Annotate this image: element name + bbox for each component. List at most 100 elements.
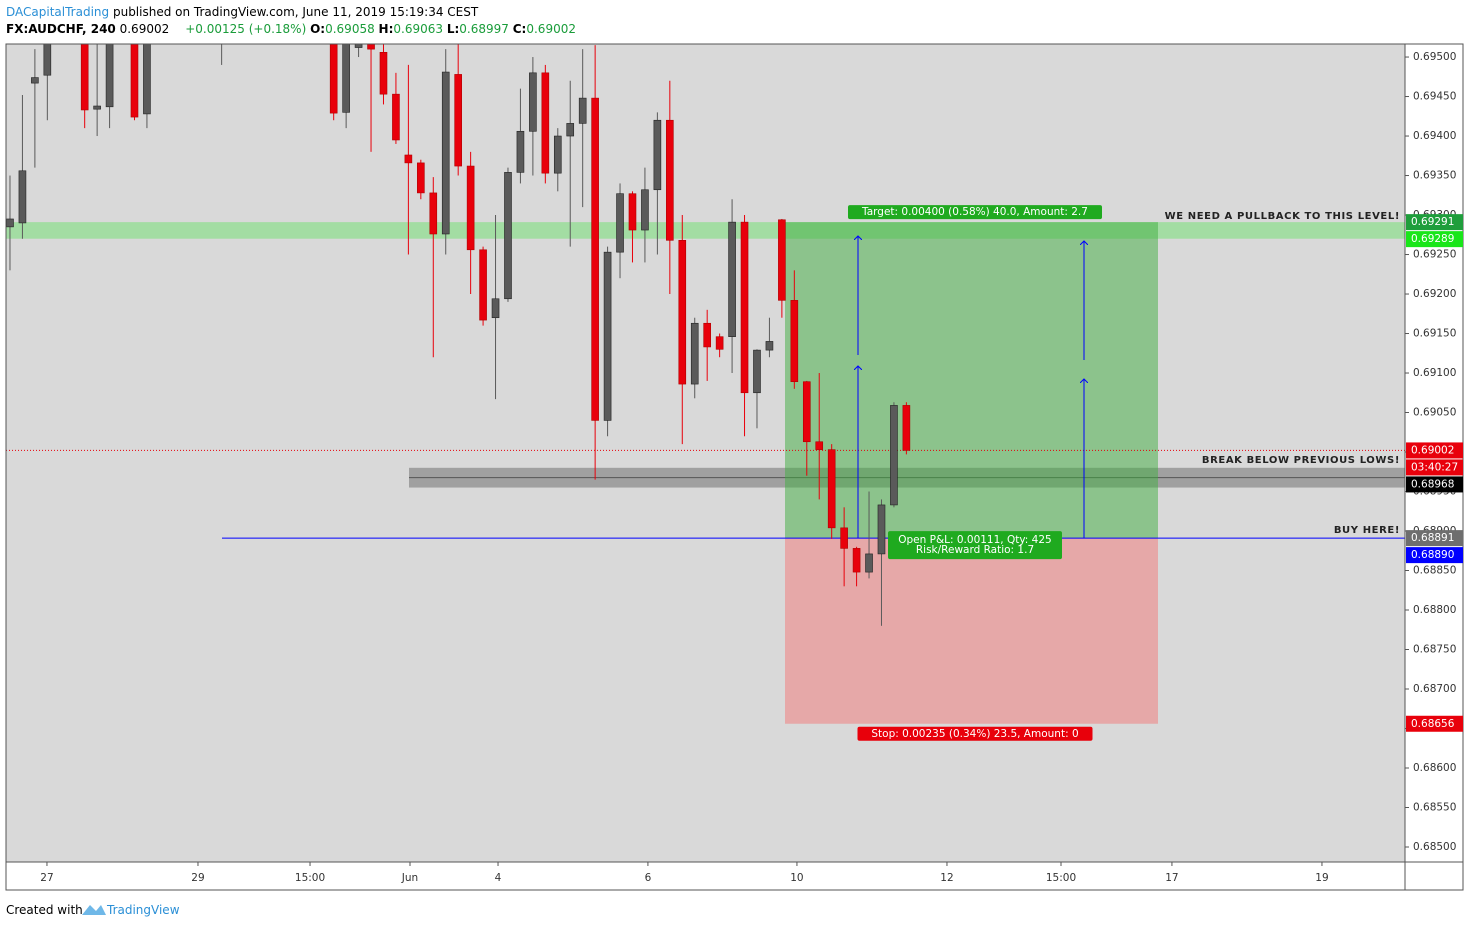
y-tick-label: 0.68800 bbox=[1413, 604, 1456, 616]
stop-label-box bbox=[857, 726, 1093, 741]
footer-brand: TradingView bbox=[106, 903, 180, 917]
y-tick-label: 0.68500 bbox=[1413, 841, 1456, 853]
candle-body bbox=[890, 405, 898, 506]
y-tick-label: 0.69150 bbox=[1413, 328, 1456, 340]
candle-body bbox=[877, 504, 886, 555]
x-tick-label: 29 bbox=[191, 872, 204, 884]
candle-body bbox=[392, 93, 400, 141]
candle-body bbox=[740, 221, 749, 394]
candle-body bbox=[454, 74, 462, 167]
ohlc-key: C: bbox=[513, 22, 527, 36]
last: 0.69002 bbox=[120, 22, 170, 36]
candle-body bbox=[790, 300, 799, 383]
price-label: 0.69289 bbox=[1411, 233, 1454, 245]
candle-body bbox=[93, 105, 101, 110]
x-tick-label: 10 bbox=[790, 872, 803, 884]
candle-body bbox=[827, 449, 836, 529]
candle-body bbox=[641, 189, 649, 231]
price-label-box bbox=[1406, 231, 1463, 248]
candle-body bbox=[429, 192, 438, 235]
symbol: FX:AUDCHF, 240 bbox=[6, 22, 116, 36]
rr-label: Risk/Reward Ratio: 1.7 bbox=[916, 544, 1034, 556]
candle-body bbox=[31, 77, 39, 84]
candle-body bbox=[466, 165, 475, 251]
candle-body bbox=[529, 72, 537, 132]
candle-body bbox=[417, 162, 425, 194]
target-label: Target: 0.00400 (0.58%) 40.0, Amount: 2.… bbox=[861, 206, 1088, 218]
price-label-box bbox=[1406, 476, 1463, 493]
candle-body bbox=[342, 44, 350, 113]
candle-body bbox=[578, 97, 587, 124]
candle-body bbox=[566, 123, 575, 137]
candle-body bbox=[504, 172, 512, 300]
candle-body bbox=[840, 527, 848, 549]
candle-body bbox=[591, 97, 599, 421]
candle-body bbox=[902, 405, 911, 451]
price-label: 0.68890 bbox=[1411, 549, 1454, 561]
candle-body bbox=[666, 119, 674, 241]
y-tick-label: 0.69500 bbox=[1413, 51, 1456, 63]
tv-logo bbox=[82, 905, 106, 915]
candle-body bbox=[653, 119, 662, 191]
y-tick-label: 0.69400 bbox=[1413, 130, 1456, 142]
candle-body bbox=[603, 251, 612, 421]
price-label-box bbox=[1406, 715, 1463, 732]
candle-body bbox=[802, 381, 811, 443]
countdown-box bbox=[1406, 459, 1463, 476]
candle-body bbox=[441, 71, 450, 235]
candle-body bbox=[765, 341, 774, 351]
candle-body bbox=[690, 322, 699, 385]
countdown: 03:40:27 bbox=[1411, 461, 1458, 473]
ohlc-value: 0.68997 bbox=[459, 22, 509, 36]
price-label: 0.69002 bbox=[1411, 444, 1454, 456]
candle-body bbox=[541, 72, 550, 174]
candle-body bbox=[553, 135, 562, 174]
candle-body bbox=[616, 193, 624, 253]
price-label-box bbox=[1406, 442, 1463, 459]
y-tick-label: 0.69350 bbox=[1413, 170, 1456, 182]
y-tick-label: 0.68750 bbox=[1413, 644, 1456, 656]
stop-zone bbox=[785, 538, 1158, 724]
candle-body bbox=[379, 51, 388, 95]
candle-body bbox=[18, 170, 27, 224]
pullback-band bbox=[6, 222, 1405, 239]
candle-body bbox=[491, 298, 500, 319]
candle-body bbox=[852, 548, 861, 573]
candle-body bbox=[516, 130, 525, 173]
candle-body bbox=[6, 218, 14, 228]
candle-body bbox=[80, 44, 89, 111]
arrows bbox=[858, 236, 1084, 538]
candle-body bbox=[815, 441, 824, 450]
candle-body bbox=[628, 193, 637, 231]
candle-body bbox=[678, 240, 687, 385]
ohlc-value: 0.69063 bbox=[393, 22, 443, 36]
header-line-1: DACapitalTrading published on TradingVie… bbox=[6, 5, 479, 19]
target-label-box bbox=[848, 205, 1102, 220]
x-tick-label: 15:00 bbox=[1046, 872, 1076, 884]
break-text: BREAK BELOW PREVIOUS LOWS! bbox=[1202, 455, 1400, 466]
x-tick-label: Jun bbox=[401, 872, 418, 884]
y-tick-label: 0.69450 bbox=[1413, 91, 1456, 103]
y-tick-label: 0.69100 bbox=[1413, 367, 1456, 379]
stop-label: Stop: 0.00235 (0.34%) 23.5, Amount: 0 bbox=[871, 728, 1078, 740]
candle-body bbox=[753, 349, 761, 394]
y-tick-label: 0.69250 bbox=[1413, 249, 1456, 261]
pnl-label-box bbox=[888, 531, 1062, 560]
candle-body bbox=[143, 44, 151, 115]
x-tick-label: 27 bbox=[40, 872, 53, 884]
y-tick-label: 0.68700 bbox=[1413, 683, 1456, 695]
pnl-label: Open P&L: 0.00111, Qty: 425 bbox=[898, 534, 1051, 546]
header-line-2: FX:AUDCHF, 240 0.69002 +0.00125 (+0.18%) … bbox=[6, 22, 576, 36]
x-tick-label: 15:00 bbox=[295, 872, 325, 884]
change: +0.00125 (+0.18%) bbox=[185, 22, 306, 36]
candle-body bbox=[728, 221, 736, 337]
ohlc-key: O: bbox=[310, 22, 325, 36]
price-label-box bbox=[1406, 547, 1463, 564]
candle-body bbox=[479, 249, 487, 321]
x-tick-label: 12 bbox=[940, 872, 953, 884]
y-tick-label: 0.68550 bbox=[1413, 801, 1456, 813]
candle-body bbox=[703, 322, 711, 348]
y-tick-label: 0.68850 bbox=[1413, 565, 1456, 577]
candle-body bbox=[329, 44, 338, 114]
